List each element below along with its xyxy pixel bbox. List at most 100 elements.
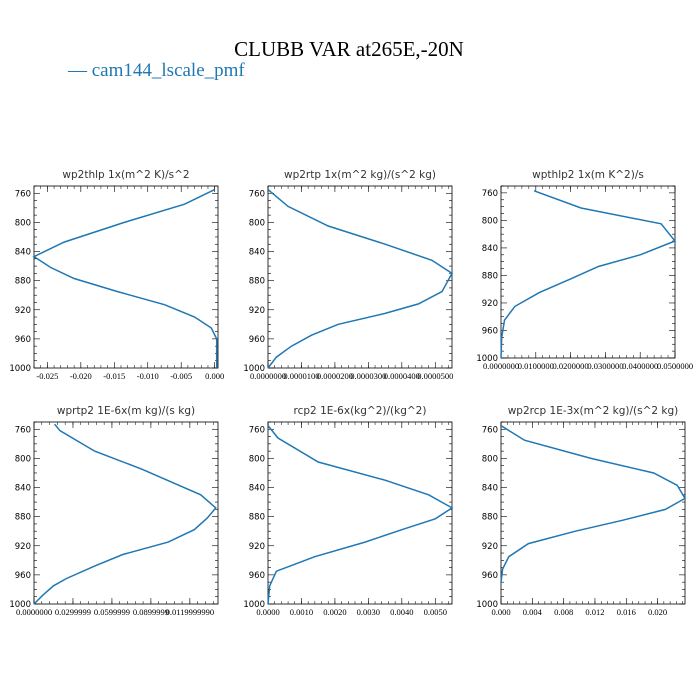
y-tick-label: 800 xyxy=(15,454,31,464)
y-tick-label: 1000 xyxy=(9,600,31,610)
panel-frame xyxy=(500,185,676,359)
y-tick-label: 800 xyxy=(15,218,31,228)
x-tick-label: 0.0040 xyxy=(390,607,413,617)
y-tick-label: 920 xyxy=(15,306,31,316)
x-tick-label: 0.0010 xyxy=(290,607,313,617)
x-tick-label: -0.015 xyxy=(103,371,125,381)
figure-title: CLUBB VAR at265E,-20N xyxy=(234,37,464,61)
panel-5: rcp2 1E-6x(kg^2)/(kg^2) 760 800 840 880 920 96… xyxy=(243,405,454,617)
panel-title: wp2rcp 1E-3x(m^2 kg)/(s^2 kg) xyxy=(508,405,679,417)
x-tick-label: 0.0400000 xyxy=(622,361,658,371)
panel-frame xyxy=(33,421,219,605)
x-tick-label: 0.020 xyxy=(648,607,667,617)
y-tick-label: 920 xyxy=(249,542,265,552)
x-tick-label: 0.000 xyxy=(205,371,224,381)
y-tick-label: 1000 xyxy=(476,600,498,610)
y-tick-label: 760 xyxy=(249,189,265,199)
y-tick-label: 920 xyxy=(482,542,498,552)
x-tick-label: 0.0000000 xyxy=(16,607,52,617)
series-line xyxy=(500,190,677,359)
x-tick-label: -0.020 xyxy=(70,371,92,381)
x-tick-label: 0.0100000 xyxy=(518,361,554,371)
x-tick-label: 0.0300000 xyxy=(587,361,623,371)
y-tick-label: 880 xyxy=(249,277,265,287)
panel-title: rcp2 1E-6x(kg^2)/(kg^2) xyxy=(294,405,427,417)
series-line xyxy=(33,423,217,605)
y-tick-label: 960 xyxy=(482,326,498,336)
x-tick-label: 0.0000200 xyxy=(317,371,353,381)
panel-3: wpthlp2 1x(m K^2)/s 760 800 840 880 920 960 100… xyxy=(476,169,693,371)
x-tick-label: 0.0000 xyxy=(256,607,279,617)
y-tick-label: 800 xyxy=(249,454,265,464)
series-line xyxy=(267,189,453,369)
y-tick-label: 880 xyxy=(482,513,498,523)
x-tick-label: 0.0000000 xyxy=(250,371,286,381)
y-tick-label: 760 xyxy=(249,425,265,435)
y-tick-label: 840 xyxy=(482,244,498,254)
y-tick-label: 960 xyxy=(249,335,265,345)
y-tick-label: 840 xyxy=(15,484,31,494)
y-tick-label: 920 xyxy=(482,299,498,309)
y-tick-label: 1000 xyxy=(243,600,265,610)
panel-frame xyxy=(267,185,453,369)
y-tick-label: 880 xyxy=(15,513,31,523)
x-tick-label: 0.016 xyxy=(617,607,636,617)
x-tick-label: 0.0000000 xyxy=(483,361,519,371)
y-tick-label: 800 xyxy=(249,218,265,228)
y-tick-label: 880 xyxy=(249,513,265,523)
x-tick-label: 0.0599999 xyxy=(94,607,130,617)
panel-frame xyxy=(500,421,686,605)
panels-group: wp2thlp 1x(m^2 K)/s^2 760 800 840 880 920 960 1… xyxy=(9,169,693,617)
panel-title: wp2rtp 1x(m^2 kg)/(s^2 kg) xyxy=(284,169,436,181)
series-line xyxy=(32,188,218,368)
panel-6: wp2rcp 1E-3x(m^2 kg)/(s^2 kg) 760 800 840 88… xyxy=(476,405,687,617)
x-tick-label: -0.010 xyxy=(137,371,159,381)
y-tick-label: 840 xyxy=(15,248,31,258)
y-tick-label: 960 xyxy=(15,335,31,345)
y-tick-label: 1000 xyxy=(9,364,31,374)
y-tick-label: 960 xyxy=(15,571,31,581)
panel-2: wp2rtp 1x(m^2 kg)/(s^2 kg) 760 800 840 880 92… xyxy=(243,169,453,381)
x-tick-label: 0.0119999990 xyxy=(166,607,215,617)
y-tick-label: 880 xyxy=(482,271,498,281)
x-tick-label: 0.0000100 xyxy=(283,371,319,381)
y-tick-label: 760 xyxy=(482,425,498,435)
x-tick-label: 0.0020 xyxy=(323,607,346,617)
legend-entry: — cam144_lscale_pmf xyxy=(67,60,245,81)
x-tick-label: 0.004 xyxy=(523,607,543,617)
y-tick-label: 760 xyxy=(482,189,498,199)
y-tick-label: 800 xyxy=(482,216,498,226)
x-tick-label: 0.0050 xyxy=(424,607,447,617)
panel-4: wprtp2 1E-6x(m kg)/(s kg) 760 800 840 880 920… xyxy=(9,405,219,617)
y-tick-label: 920 xyxy=(249,306,265,316)
x-tick-label: 0.0899999 xyxy=(133,607,169,617)
panel-frame xyxy=(267,421,453,605)
y-tick-label: 1000 xyxy=(243,364,265,374)
x-tick-label: 0.0000500 xyxy=(417,371,453,381)
y-tick-label: 920 xyxy=(15,542,31,552)
panel-title: wpthlp2 1x(m K^2)/s xyxy=(532,169,644,181)
panel-title: wp2thlp 1x(m^2 K)/s^2 xyxy=(62,169,189,181)
x-tick-label: 0.012 xyxy=(585,607,604,617)
series-line xyxy=(267,425,454,605)
x-tick-label: -0.025 xyxy=(36,371,58,381)
x-tick-label: -0.005 xyxy=(170,371,192,381)
x-tick-label: 0.0500000 xyxy=(657,361,693,371)
panel-frame xyxy=(33,185,219,369)
series-line xyxy=(500,424,687,583)
y-tick-label: 760 xyxy=(15,189,31,199)
panel-title: wprtp2 1E-6x(m kg)/(s kg) xyxy=(57,405,195,417)
x-tick-label: 0.000 xyxy=(491,607,510,617)
y-tick-label: 960 xyxy=(249,571,265,581)
x-tick-label: 0.0000400 xyxy=(384,371,420,381)
x-tick-label: 0.0299999 xyxy=(55,607,91,617)
y-tick-label: 760 xyxy=(15,425,31,435)
x-tick-label: 0.0030 xyxy=(357,607,380,617)
y-tick-label: 960 xyxy=(482,571,498,581)
y-tick-label: 800 xyxy=(482,454,498,464)
y-tick-label: 1000 xyxy=(476,354,498,364)
y-tick-label: 840 xyxy=(482,484,498,494)
y-tick-label: 840 xyxy=(249,484,265,494)
x-tick-label: 0.0000300 xyxy=(350,371,386,381)
